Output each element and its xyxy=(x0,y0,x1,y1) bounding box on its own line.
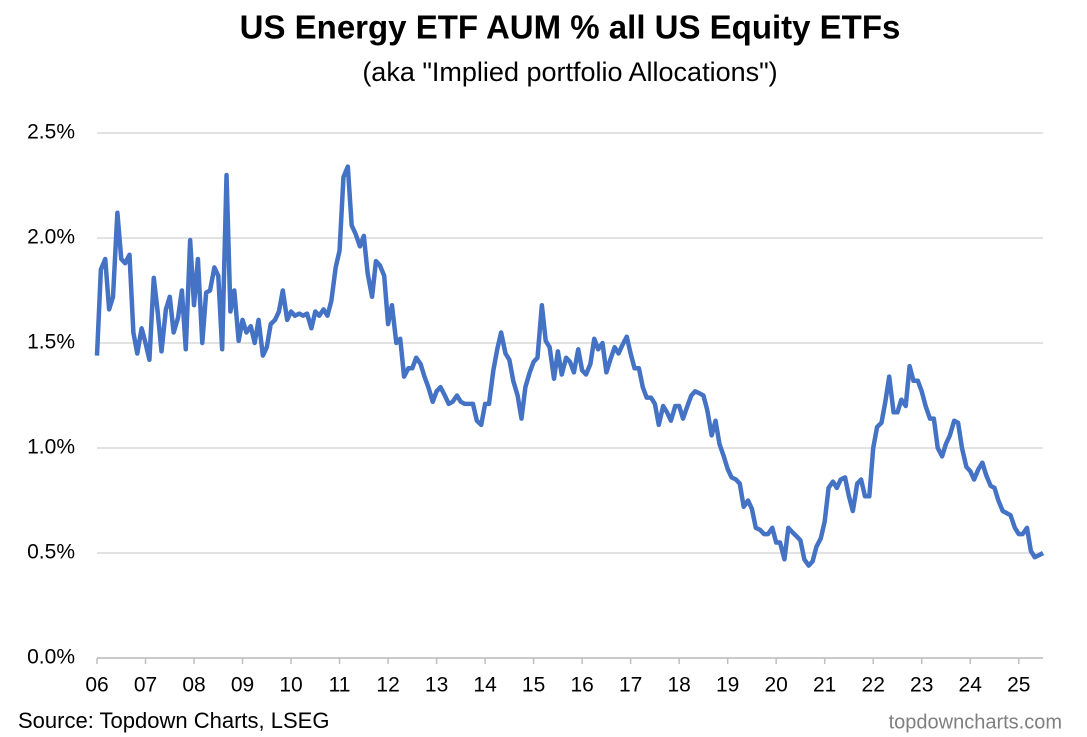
x-tick-label: 06 xyxy=(85,674,108,697)
x-tick-label: 11 xyxy=(329,674,351,697)
y-tick-label: 2.0% xyxy=(27,226,75,249)
x-tick-label: 25 xyxy=(1007,674,1030,697)
x-tick-label: 13 xyxy=(425,674,448,697)
x-tick-label: 08 xyxy=(182,674,205,697)
x-tick-label: 14 xyxy=(473,674,497,697)
chart-subtitle: (aka "Implied portfolio Allocations") xyxy=(362,57,777,87)
x-tick-label: 22 xyxy=(862,674,885,697)
watermark: topdowncharts.com xyxy=(889,711,1062,733)
y-tick-label: 0.0% xyxy=(27,646,75,669)
x-tick-label: 18 xyxy=(667,674,690,697)
x-tick-label: 19 xyxy=(716,674,739,697)
data-line xyxy=(94,164,1045,568)
x-tick-label: 07 xyxy=(134,674,157,697)
x-tick-label: 09 xyxy=(231,674,254,697)
x-tick-label: 12 xyxy=(376,674,399,697)
chart-title: US Energy ETF AUM % all US Equity ETFs xyxy=(240,9,901,46)
x-tick-label: 20 xyxy=(764,674,787,697)
y-tick-label: 2.5% xyxy=(27,121,75,144)
x-tick-label: 24 xyxy=(959,674,983,697)
x-tick-label: 16 xyxy=(570,674,593,697)
x-tick-label: 17 xyxy=(619,674,642,697)
source-note: Source: Topdown Charts, LSEG xyxy=(18,708,329,733)
x-tick-label: 23 xyxy=(910,674,933,697)
x-tick-label: 15 xyxy=(522,674,545,697)
y-tick-label: 1.5% xyxy=(27,331,75,354)
x-tick-label: 10 xyxy=(279,674,302,697)
x-tick-label: 21 xyxy=(813,674,836,697)
y-tick-label: 1.0% xyxy=(27,436,75,459)
y-tick-label: 0.5% xyxy=(27,541,75,564)
